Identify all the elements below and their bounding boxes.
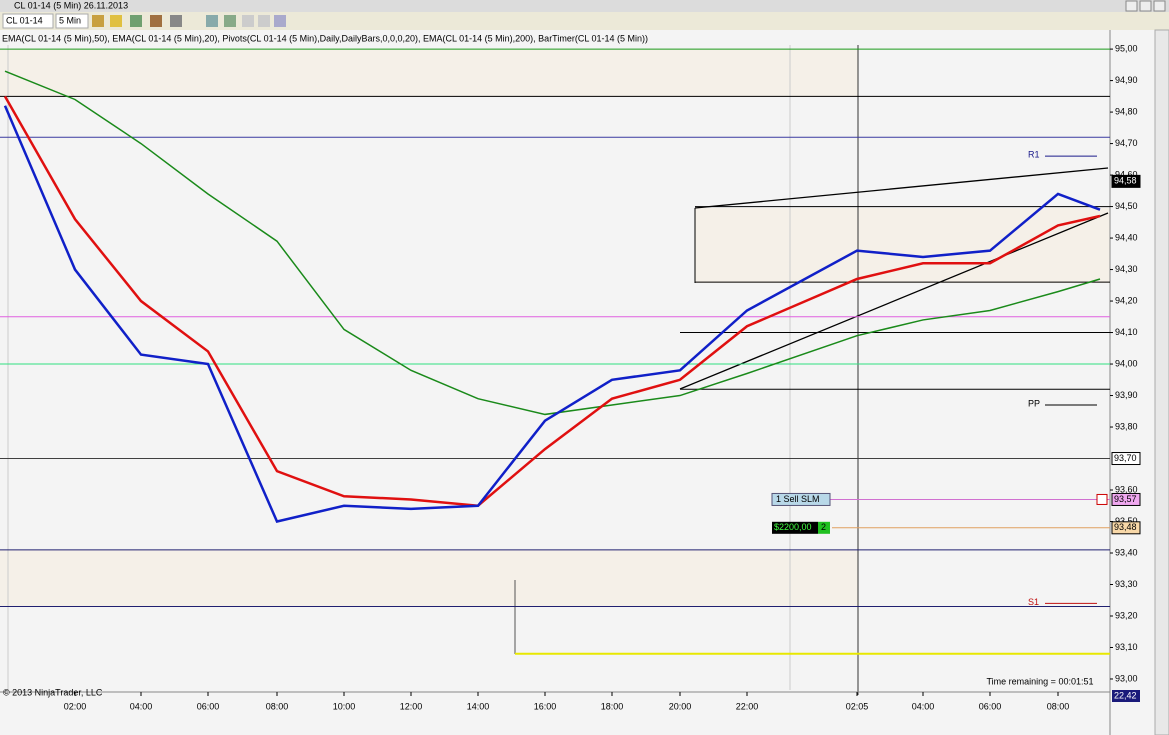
x-tick-label: 10:00 — [333, 701, 356, 711]
chart-panel — [0, 30, 1155, 735]
pivot-label: R1 — [1028, 150, 1040, 160]
interval: 5 Min — [59, 15, 81, 25]
trend-line[interactable] — [679, 212, 1109, 390]
order-box[interactable] — [771, 492, 831, 506]
close-button[interactable] — [1153, 0, 1166, 12]
pnl-box — [772, 521, 818, 534]
order-label: 1 Sell SLM — [776, 494, 820, 504]
interval-selector[interactable] — [55, 13, 89, 29]
tool-button[interactable] — [130, 15, 142, 27]
copyright: © 2013 NinjaTrader, LLC — [3, 687, 103, 697]
tool-button[interactable] — [206, 15, 218, 27]
y-tick-label: 93,50 — [1115, 516, 1138, 526]
y-tick-label: 94,20 — [1115, 295, 1138, 305]
qty-box — [818, 521, 830, 534]
ema-line — [3, 95, 1101, 508]
y-tick-label: 93,60 — [1115, 484, 1138, 494]
tool-button[interactable] — [274, 15, 286, 27]
price-marker-label: 93,70 — [1114, 453, 1137, 463]
time-remaining: Time remaining = 00:01:51 — [987, 676, 1094, 686]
tool-button[interactable] — [258, 15, 270, 27]
y-tick-label: 94,60 — [1115, 169, 1138, 179]
y-tick-label: 93,00 — [1115, 673, 1138, 683]
toolbar — [0, 12, 1169, 30]
tool-button[interactable] — [242, 15, 254, 27]
close-order[interactable] — [1096, 493, 1108, 505]
title-bar — [0, 0, 1169, 12]
bottom-marker — [1112, 690, 1140, 702]
session-band — [0, 49, 858, 97]
y-tick-label: 94,10 — [1115, 327, 1138, 337]
price-marker — [1111, 521, 1141, 535]
bottom-marker-label: 22,42 — [1114, 690, 1137, 700]
tool-button[interactable] — [110, 15, 122, 27]
instrument-selector[interactable] — [2, 13, 54, 29]
maximize-button[interactable] — [1139, 0, 1152, 12]
ema-line — [3, 105, 1101, 523]
y-tick-label: 93,10 — [1115, 642, 1138, 652]
price-marker-label: 93,48 — [1114, 522, 1137, 532]
y-tick-label: 93,90 — [1115, 390, 1138, 400]
x-tick-label: 20:00 — [669, 701, 692, 711]
x-tick-label: 04:00 — [130, 701, 153, 711]
scrollbar[interactable] — [1154, 29, 1169, 735]
window-title: CL 01-14 (5 Min) 26.11.2013 — [14, 0, 128, 10]
x-tick-label: 18:00 — [601, 701, 624, 711]
session-band — [0, 550, 858, 606]
y-tick-label: 93,80 — [1115, 421, 1138, 431]
minimize-button[interactable] — [1125, 0, 1138, 12]
x-tick-label: 02:00 — [64, 701, 87, 711]
qty-label: 2 — [821, 522, 826, 532]
x-tick-label: 04:00 — [912, 701, 935, 711]
y-tick-label: 94,00 — [1115, 358, 1138, 368]
x-tick-label: 08:00 — [266, 701, 289, 711]
price-marker — [1111, 492, 1141, 506]
x-tick-label: 12:00 — [400, 701, 423, 711]
x-tick-label: 14:00 — [467, 701, 490, 711]
y-tick-label: 93,30 — [1115, 579, 1138, 589]
tool-button[interactable] — [170, 15, 182, 27]
y-tick-label: 94,40 — [1115, 232, 1138, 242]
price-marker — [1111, 452, 1141, 466]
price-marker-label: 93,57 — [1114, 494, 1137, 504]
range-band — [695, 208, 1110, 283]
price-marker-label: 94,58 — [1114, 176, 1137, 186]
y-tick-label: 94,70 — [1115, 138, 1138, 148]
y-tick-label: 93,20 — [1115, 610, 1138, 620]
x-tick-label: 06:00 — [979, 701, 1002, 711]
price-marker — [1111, 174, 1141, 188]
indicators-label: EMA(CL 01-14 (5 Min),50), EMA(CL 01-14 (… — [2, 33, 648, 43]
y-tick-label: 94,80 — [1115, 106, 1138, 116]
y-tick-label: 93,40 — [1115, 547, 1138, 557]
x-tick-label: 22:00 — [736, 701, 759, 711]
tool-button[interactable] — [224, 15, 236, 27]
pnl-label: $2200,00 — [774, 522, 812, 532]
y-tick-label: 94,50 — [1115, 201, 1138, 211]
instrument: CL 01-14 — [6, 15, 43, 25]
y-tick-label: 95,00 — [1115, 43, 1138, 53]
x-tick-label: 06:00 — [197, 701, 220, 711]
y-tick-label: 94,90 — [1115, 75, 1138, 85]
ema-line — [4, 70, 1101, 416]
x-tick-label: 16:00 — [534, 701, 557, 711]
pivot-label: S1 — [1028, 597, 1039, 607]
x-tick-label: 08:00 — [1047, 701, 1070, 711]
y-tick-label: 94,30 — [1115, 264, 1138, 274]
trend-line[interactable] — [694, 167, 1109, 209]
tool-button[interactable] — [150, 15, 162, 27]
pivot-label: PP — [1028, 398, 1040, 408]
tool-button[interactable] — [92, 15, 104, 27]
x-tick-label: 02:05 — [846, 701, 869, 711]
